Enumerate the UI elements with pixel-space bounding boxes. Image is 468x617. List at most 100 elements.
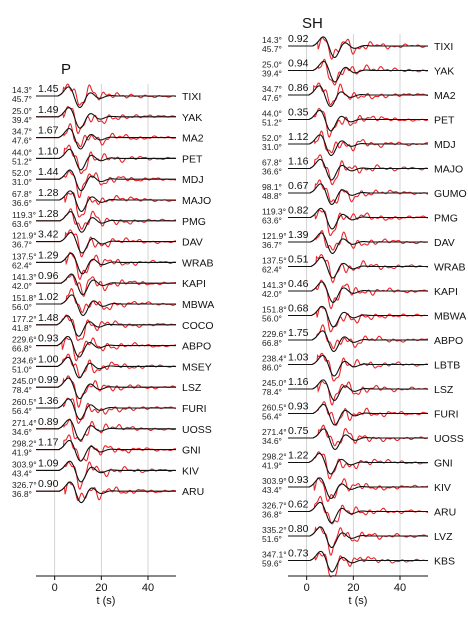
sh-distance-label: 48.8° xyxy=(262,191,282,201)
sh-azimuth-label: 326.7° xyxy=(262,501,287,511)
p-panel-title: P xyxy=(61,61,71,78)
sh-station-label-gni: GNI xyxy=(434,458,453,470)
p-azimuth-label: 119.3° xyxy=(12,210,36,220)
p-azimuth-label: 234.6° xyxy=(12,355,37,365)
sh-amplitude-label: 0.35 xyxy=(288,107,309,119)
sh-synthetic-trace-kapi xyxy=(288,281,428,303)
sh-x-tick-label: 20 xyxy=(347,582,359,594)
p-synthetic-trace-gni xyxy=(36,439,176,462)
sh-observed-trace-tixi xyxy=(288,36,429,60)
p-station-label-kiv: KIV xyxy=(182,465,199,477)
sh-distance-label: 59.6° xyxy=(262,559,282,569)
p-station-label-mdj: MDJ xyxy=(182,174,204,186)
sh-amplitude-label: 0.93 xyxy=(288,474,309,486)
p-amplitude-label: 1.28 xyxy=(38,208,59,220)
sh-amplitude-label: 1.03 xyxy=(288,352,309,364)
p-distance-label: 78.4° xyxy=(12,385,32,395)
p-synthetic-trace-msey xyxy=(36,356,176,379)
sh-distance-label: 36.7° xyxy=(262,240,282,250)
sh-azimuth-label: 44.0° xyxy=(262,109,282,119)
sh-distance-label: 56.4° xyxy=(262,412,282,422)
p-amplitude-label: 0.90 xyxy=(38,478,59,490)
p-amplitude-label: 1.49 xyxy=(38,104,59,116)
sh-amplitude-label: 0.92 xyxy=(288,33,309,45)
p-synthetic-trace-uoss xyxy=(36,419,176,441)
sh-synthetic-trace-furi xyxy=(288,403,428,426)
sh-distance-label: 36.8° xyxy=(262,510,282,520)
p-azimuth-label: 271.4° xyxy=(12,418,37,428)
p-amplitude-label: 1.44 xyxy=(38,166,59,178)
sh-azimuth-label: 271.4° xyxy=(262,427,287,437)
p-synthetic-trace-abpo xyxy=(36,335,176,358)
sh-observed-trace-aru xyxy=(288,495,429,525)
p-distance-label: 62.4° xyxy=(12,260,32,270)
p-distance-label: 66.8° xyxy=(12,344,32,354)
p-synthetic-trace-kiv xyxy=(36,460,176,483)
sh-station-label-dav: DAV xyxy=(434,237,455,249)
p-amplitude-label: 1.48 xyxy=(38,312,59,324)
sh-observed-trace-wrab xyxy=(288,253,429,284)
p-distance-label: 43.4° xyxy=(12,468,32,478)
sh-azimuth-label: 137.5° xyxy=(262,256,287,266)
p-synthetic-trace-wrab xyxy=(36,252,176,275)
sh-observed-trace-lvz xyxy=(288,526,429,556)
p-station-label-aru: ARU xyxy=(182,486,204,498)
sh-synthetic-trace-mdj xyxy=(288,134,428,156)
p-synthetic-trace-aru xyxy=(36,481,176,504)
sh-synthetic-trace-kbs xyxy=(288,550,428,573)
sh-azimuth-label: 238.4° xyxy=(262,354,287,364)
sh-station-label-uoss: UOSS xyxy=(434,433,464,445)
sh-observed-trace-dav xyxy=(288,229,428,251)
sh-distance-label: 51.2° xyxy=(262,118,282,128)
p-distance-label: 63.6° xyxy=(12,219,32,229)
sh-amplitude-label: 1.39 xyxy=(288,229,309,241)
p-distance-label: 42.0° xyxy=(12,281,32,291)
sh-station-label-ma2: MA2 xyxy=(434,90,456,102)
sh-amplitude-label: 0.80 xyxy=(288,523,309,535)
p-station-label-dav: DAV xyxy=(182,237,203,249)
sh-station-label-mdj: MDJ xyxy=(434,139,456,151)
sh-amplitude-label: 1.16 xyxy=(288,156,309,168)
sh-distance-label: 56.0° xyxy=(262,314,282,324)
sh-amplitude-label: 0.62 xyxy=(288,499,309,511)
sh-station-label-kapi: KAPI xyxy=(434,286,458,298)
p-amplitude-label: 1.45 xyxy=(38,83,59,95)
p-wave-panel: P 14.3°45.7° 1.45 TIXI 25.0°39.4° 1.49 YAK 34.7… xyxy=(12,61,214,607)
sh-observed-trace-kapi xyxy=(288,279,429,310)
sh-observed-trace-mdj xyxy=(288,130,429,154)
sh-amplitude-label: 0.82 xyxy=(288,205,309,217)
p-station-label-majo: MAJO xyxy=(182,195,211,207)
p-synthetic-trace-tixi xyxy=(36,86,176,108)
p-distance-label: 47.6° xyxy=(12,136,32,146)
sh-station-label-lbtb: LBTB xyxy=(434,360,460,372)
sh-distance-label: 34.6° xyxy=(262,436,282,446)
sh-station-label-kbs: KBS xyxy=(434,556,455,568)
p-azimuth-label: 326.7° xyxy=(12,480,37,490)
sh-azimuth-label: 121.9° xyxy=(262,231,287,241)
p-distance-label: 51.2° xyxy=(12,156,32,166)
p-distance-label: 56.4° xyxy=(12,406,32,416)
sh-synthetic-trace-kiv xyxy=(288,477,428,499)
p-azimuth-label: 303.9° xyxy=(12,459,37,469)
sh-observed-trace-gni xyxy=(288,451,429,480)
sh-panel-title: SH xyxy=(302,15,323,32)
p-distance-label: 36.7° xyxy=(12,240,32,250)
sh-observed-trace-majo xyxy=(288,154,429,186)
p-azimuth-label: 137.5° xyxy=(12,251,37,261)
sh-station-label-lsz: LSZ xyxy=(434,384,454,396)
p-distance-label: 56.0° xyxy=(12,302,32,312)
sh-amplitude-label: 0.68 xyxy=(288,303,309,315)
p-azimuth-label: 121.9° xyxy=(12,231,37,241)
sh-distance-label: 51.6° xyxy=(262,534,282,544)
p-station-label-lsz: LSZ xyxy=(182,382,202,394)
p-azimuth-label: 229.6° xyxy=(12,335,37,345)
sh-synthetic-trace-tixi xyxy=(288,36,428,58)
p-azimuth-label: 260.5° xyxy=(12,397,37,407)
sh-observed-trace-mbwa xyxy=(288,306,429,333)
sh-amplitude-label: 0.86 xyxy=(288,82,309,94)
sh-station-label-gumo: GUMO xyxy=(434,188,467,200)
sh-azimuth-label: 245.0° xyxy=(262,378,287,388)
sh-azimuth-label: 347.1° xyxy=(262,550,287,560)
sh-observed-trace-kbs xyxy=(288,552,429,578)
p-amplitude-label: 0.96 xyxy=(38,270,59,282)
